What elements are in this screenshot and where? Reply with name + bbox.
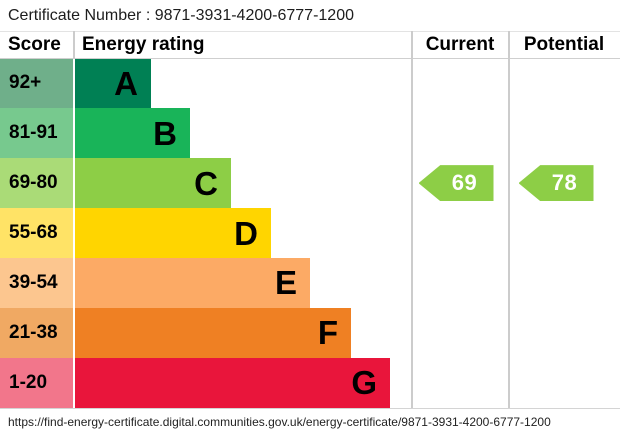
band-d-letter: D bbox=[234, 214, 258, 252]
band-d-score-range: 55-68 bbox=[0, 208, 73, 258]
header-score: Score bbox=[8, 33, 61, 55]
band-row-d: 55-68 D bbox=[0, 208, 411, 258]
band-g-letter: G bbox=[351, 364, 377, 402]
band-b-letter: B bbox=[153, 114, 177, 152]
band-e-bar: E bbox=[75, 257, 310, 308]
score-column-divider bbox=[72, 31, 75, 58]
band-row-a: 92+ A bbox=[0, 58, 411, 109]
band-row-g: 1-20 G bbox=[0, 357, 411, 408]
current-rating-arrow: 69 bbox=[418, 165, 494, 202]
band-a-bar: A bbox=[75, 58, 151, 109]
band-a-score-range: 92+ bbox=[0, 58, 73, 109]
table-header: Score Energy rating Current Potential bbox=[0, 31, 620, 58]
band-a-letter: A bbox=[114, 64, 138, 102]
header-bottom-border bbox=[0, 57, 620, 59]
table-top-border bbox=[0, 31, 620, 32]
band-row-c: 69-80 C bbox=[0, 158, 411, 209]
band-e-letter: E bbox=[274, 264, 297, 302]
band-e-score-range: 39-54 bbox=[0, 257, 73, 308]
header-potential: Potential bbox=[523, 33, 605, 55]
band-b-bar: B bbox=[75, 108, 190, 159]
band-f-score-range: 21-38 bbox=[0, 307, 73, 358]
band-c-letter: C bbox=[194, 164, 218, 202]
band-c-score-range: 69-80 bbox=[0, 158, 73, 209]
band-g-bar: G bbox=[75, 357, 390, 408]
band-row-b: 81-91 B bbox=[0, 108, 411, 159]
band-b-score-range: 81-91 bbox=[0, 108, 73, 159]
band-f-letter: F bbox=[317, 314, 338, 352]
rating-bands: 92+ A 81-91 B 69-80 C 55-68 D 39-54 bbox=[0, 58, 411, 408]
potential-rating-value: 78 bbox=[551, 170, 578, 196]
certificate-number: Certificate Number : 9871-3931-4200-6777… bbox=[8, 7, 354, 24]
potential-rating-cell: 78 bbox=[508, 158, 620, 208]
band-row-f: 21-38 F bbox=[0, 307, 411, 358]
band-d-bar: D bbox=[75, 208, 271, 258]
current-rating-cell: 69 bbox=[412, 158, 508, 208]
table-bottom-border bbox=[0, 407, 620, 409]
band-c-bar: C bbox=[75, 158, 231, 209]
potential-rating-arrow: 78 bbox=[518, 165, 594, 202]
band-f-bar: F bbox=[75, 307, 351, 358]
current-column-divider bbox=[411, 31, 413, 408]
header-current: Current bbox=[425, 33, 495, 55]
potential-column-divider bbox=[508, 31, 510, 408]
header-energy-rating: Energy rating bbox=[82, 33, 205, 55]
band-g-score-range: 1-20 bbox=[0, 357, 73, 408]
band-row-e: 39-54 E bbox=[0, 257, 411, 308]
current-rating-value: 69 bbox=[451, 170, 478, 196]
certificate-url: https://find-energy-certificate.digital.… bbox=[8, 415, 551, 429]
